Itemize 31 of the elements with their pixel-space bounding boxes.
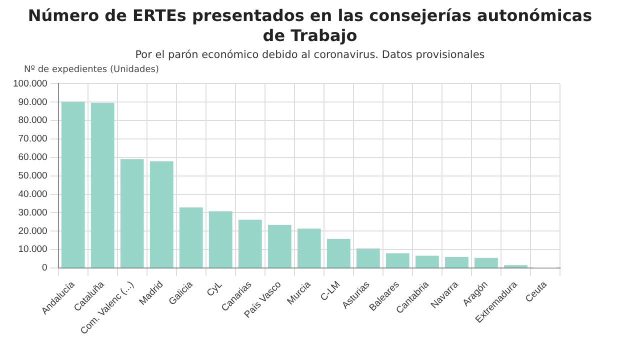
y-tick-label: 10.000 xyxy=(18,244,48,256)
bar xyxy=(150,161,174,268)
bar xyxy=(61,102,85,268)
bar xyxy=(326,238,350,268)
bar xyxy=(238,220,262,268)
y-tick-label: 80.000 xyxy=(18,115,48,126)
y-tick-label: 50.000 xyxy=(18,170,48,182)
bar xyxy=(179,207,203,268)
y-tick-label: 30.000 xyxy=(18,207,48,218)
bar xyxy=(208,211,232,268)
bar xyxy=(90,102,114,268)
bar xyxy=(474,258,498,268)
y-tick-label: 20.000 xyxy=(18,226,48,237)
bar xyxy=(504,265,528,268)
bar xyxy=(268,224,292,268)
bar xyxy=(297,228,321,268)
chart-title: Número de ERTEs presentados en las consejerías autonómicas de Trabajo xyxy=(26,6,594,46)
bar xyxy=(120,159,144,268)
chart-subtitle: Por el parón económico debido al coronavirus. Datos provisionales xyxy=(134,49,486,61)
y-tick-label: 60.000 xyxy=(18,152,48,164)
bar xyxy=(445,256,468,268)
x-tick-label: CyL xyxy=(204,279,225,300)
y-tick-label: 0 xyxy=(42,262,48,274)
y-tick-label: 70.000 xyxy=(18,134,48,145)
y-tick-label: 90.000 xyxy=(18,96,48,108)
bar xyxy=(416,256,439,268)
y-tick-label: 100.000 xyxy=(12,78,48,90)
y-tick-label: 40.000 xyxy=(18,188,48,200)
bar xyxy=(356,248,380,268)
bar xyxy=(386,253,410,268)
y-axis-title: Nº de expedientes (Unidades) xyxy=(24,65,160,75)
